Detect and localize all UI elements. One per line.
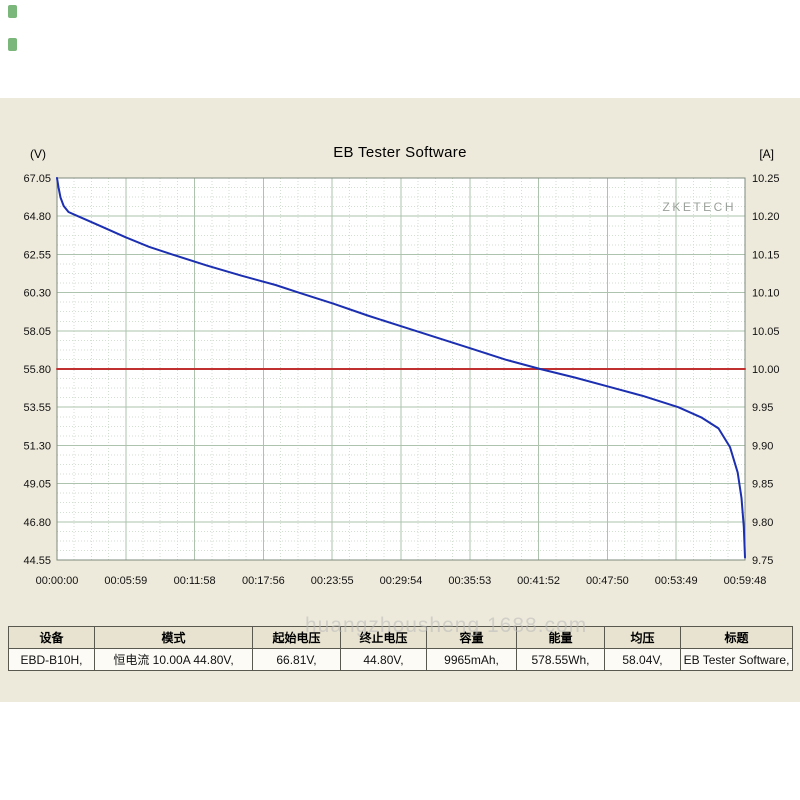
right-axis-tick: 9.85 [752, 479, 773, 491]
table-header-6: 均压 [604, 626, 681, 649]
table-value-1: 恒电流 10.00A 44.80V, [94, 648, 253, 671]
left-axis-tick: 58.05 [23, 326, 51, 338]
right-axis-unit-label: [A] [759, 147, 774, 161]
table-header-7: 标题 [680, 626, 793, 649]
table-header-5: 能量 [516, 626, 605, 649]
x-axis-tick: 00:17:56 [242, 575, 285, 587]
result-summary-table: 设备 模式 起始电压 终止电压 容量 能量 均压 标题 EBD-B10H, 恒电流 10.00A… [8, 626, 793, 671]
left-axis-tick: 53.55 [23, 402, 51, 414]
chart-title: EB Tester Software [333, 144, 467, 161]
table-header-0: 设备 [8, 626, 95, 649]
table-value-7: EB Tester Software, [680, 648, 793, 671]
left-axis-tick: 62.55 [23, 249, 51, 261]
table-header-4: 容量 [426, 626, 517, 649]
right-axis-tick: 10.05 [752, 326, 780, 338]
table-value-0: EBD-B10H, [8, 648, 95, 671]
table-value-5: 578.55Wh, [516, 648, 605, 671]
table-value-6: 58.04V, [604, 648, 681, 671]
green-artifact-mark-bottom [8, 38, 17, 51]
right-axis-tick: 10.10 [752, 288, 780, 300]
right-axis-tick: 9.95 [752, 402, 773, 414]
x-axis-tick: 00:29:54 [380, 575, 423, 587]
left-axis-tick: 46.80 [23, 517, 51, 529]
table-value-row: EBD-B10H, 恒电流 10.00A 44.80V, 66.81V, 44.80V… [8, 648, 793, 671]
left-axis-tick: 55.80 [23, 364, 51, 376]
table-header-1: 模式 [94, 626, 253, 649]
table-header-3: 终止电压 [340, 626, 427, 649]
right-axis-tick: 9.75 [752, 555, 773, 567]
left-axis-tick: 64.80 [23, 211, 51, 223]
right-axis-tick: 9.80 [752, 517, 773, 529]
right-axis-tick: 10.00 [752, 364, 780, 376]
left-axis-tick: 49.05 [23, 479, 51, 491]
zketech-watermark: ZKETECH [662, 200, 736, 214]
table-header-2: 起始电压 [252, 626, 341, 649]
x-axis-tick: 00:05:59 [104, 575, 147, 587]
right-axis-tick: 10.20 [752, 211, 780, 223]
left-axis-tick: 60.30 [23, 288, 51, 300]
left-axis-unit-label: (V) [30, 147, 46, 161]
table-value-2: 66.81V, [252, 648, 341, 671]
table-value-3: 44.80V, [340, 648, 427, 671]
x-axis-tick: 00:59:48 [724, 575, 767, 587]
x-axis-tick: 00:23:55 [311, 575, 354, 587]
x-axis-tick: 00:47:50 [586, 575, 629, 587]
eb-tester-report-panel: (V) EB Tester Software [A] ZKETECH 67.05 6… [0, 98, 800, 702]
discharge-chart: ZKETECH 67.05 64.80 62.55 60.30 58.05 55.80 53.… [23, 173, 780, 587]
x-axis-tick: 00:35:53 [448, 575, 491, 587]
green-artifact-mark-top [8, 5, 17, 18]
right-axis-tick: 9.90 [752, 440, 773, 452]
table-header-row: 设备 模式 起始电压 终止电压 容量 能量 均压 标题 [8, 626, 793, 649]
x-axis-tick: 00:11:58 [174, 575, 216, 587]
x-axis-tick: 00:41:52 [517, 575, 560, 587]
right-axis-tick: 10.15 [752, 249, 780, 261]
left-axis-tick: 44.55 [23, 555, 51, 567]
series-voltage [56, 177, 746, 559]
left-axis-tick: 51.30 [23, 440, 51, 452]
table-value-4: 9965mAh, [426, 648, 517, 671]
x-axis-tick: 00:00:00 [36, 575, 79, 587]
left-axis-tick: 67.05 [23, 173, 51, 185]
right-axis-tick: 10.25 [752, 173, 780, 185]
x-axis-tick: 00:53:49 [655, 575, 698, 587]
